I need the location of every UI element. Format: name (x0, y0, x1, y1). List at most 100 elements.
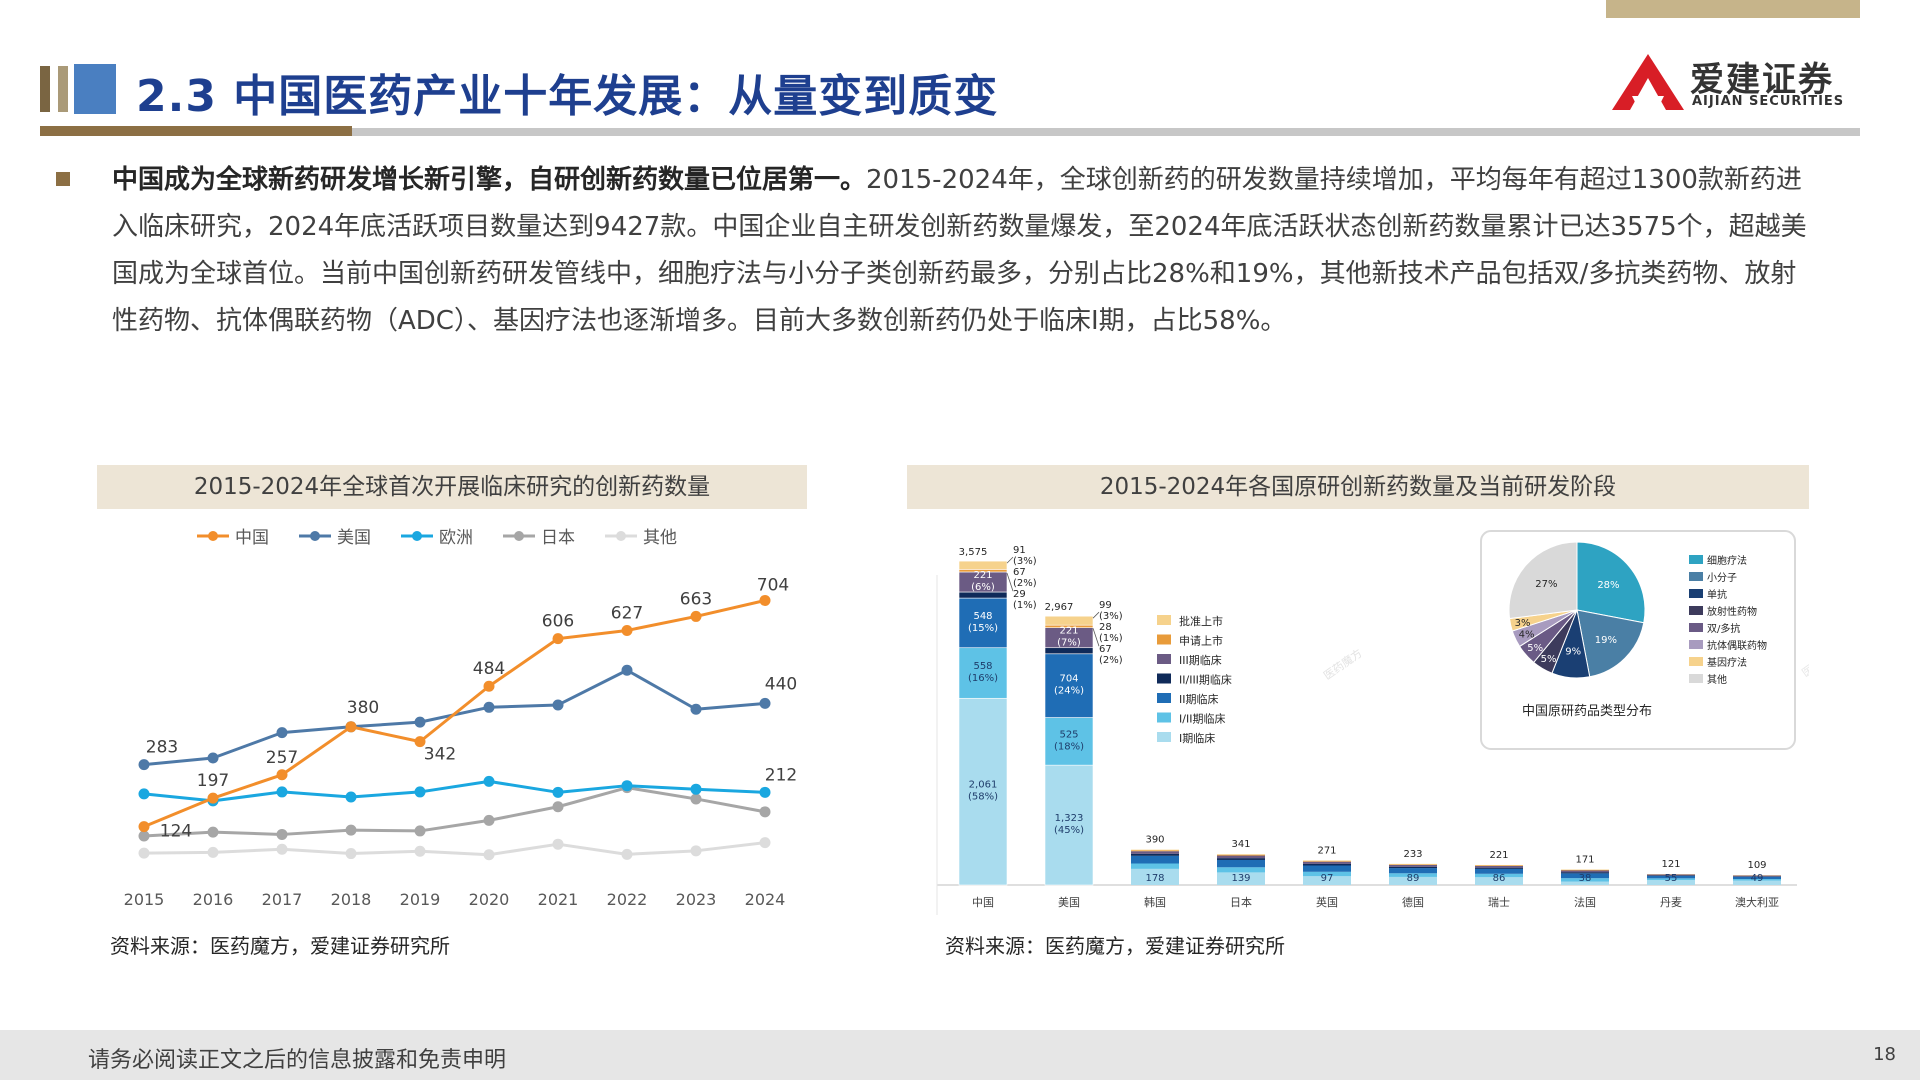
pie-label: 27% (1535, 579, 1557, 590)
bar-segment (1217, 867, 1265, 873)
data-point (759, 806, 771, 818)
legend-label: I期临床 (1179, 731, 1215, 745)
segment-label: (45%) (1054, 825, 1084, 836)
bar-segment (1561, 873, 1609, 879)
data-point (621, 848, 633, 860)
bar-segment (1131, 849, 1179, 851)
segment-label: 221 (973, 570, 992, 581)
data-label: 484 (473, 659, 505, 679)
summary-lead: 中国成为全球新药研发增长新引擎，自研创新药数量已位居第一。 (112, 165, 867, 195)
series-line (143, 598, 766, 829)
bar-segment (1733, 876, 1781, 880)
legend-label: I/II期临床 (1179, 712, 1225, 726)
data-point (138, 788, 150, 800)
callout-line (1006, 556, 1014, 564)
data-point (552, 786, 564, 798)
data-point (345, 791, 357, 803)
legend-swatch (1689, 674, 1703, 683)
callout-line (1092, 628, 1100, 647)
bar-segment (1131, 855, 1179, 864)
bar-segment (1044, 653, 1094, 718)
watermark: 医药魔方 (1799, 643, 1809, 680)
pie-label: 28% (1597, 580, 1619, 591)
legend-swatch (1157, 712, 1171, 723)
total-label: 221 (1489, 850, 1508, 861)
x-tick-label: 2016 (193, 890, 234, 909)
x-tick-label: 瑞士 (1488, 895, 1510, 909)
total-label: 390 (1145, 835, 1164, 846)
legend-label: 小分子 (1707, 572, 1737, 584)
bar-segment (1217, 859, 1265, 868)
pie-label: 9% (1565, 647, 1581, 658)
legend-swatch (1157, 673, 1171, 684)
legend-label: 基因疗法 (1707, 656, 1747, 669)
legend-label: 欧洲 (439, 528, 473, 548)
data-point (552, 699, 564, 711)
bar-segment (1733, 879, 1781, 881)
total-label: 109 (1747, 860, 1766, 871)
data-point (276, 843, 288, 855)
logo-icon (1612, 54, 1684, 110)
segment-label: (7%) (1057, 638, 1081, 649)
data-point (621, 624, 633, 636)
data-point (621, 780, 633, 792)
pie-label: 5% (1527, 643, 1543, 654)
bar-segment (1217, 855, 1265, 859)
x-tick-label: 德国 (1402, 895, 1424, 909)
summary-paragraph: 中国成为全球新药研发增长新引擎，自研创新药数量已位居第一。2015-2024年，… (112, 157, 1812, 345)
data-label: 440 (765, 674, 797, 694)
data-label: 212 (765, 765, 797, 785)
bar-segment (1647, 878, 1695, 881)
line-chart: 中国 美国 欧洲 日本 其他 2015 2016 2017 2018 2019 2020 2021 20… (124, 528, 798, 909)
segment-label: 86 (1493, 873, 1506, 884)
x-tick-label: 英国 (1316, 895, 1338, 909)
legend-swatch (1689, 640, 1703, 649)
series-line (143, 786, 766, 838)
pie-title: 中国原研药品类型分布 (1522, 704, 1652, 719)
data-label: 197 (197, 771, 229, 791)
source-note: 资料来源：医药魔方，爱建证券研究所 (110, 934, 450, 958)
pie-slice (1576, 609, 1645, 678)
total-label: 3,575 (959, 547, 988, 558)
bar-segment (1733, 876, 1781, 877)
legend-marker (412, 531, 422, 541)
bar-segment (1389, 864, 1437, 865)
segment-label: 55 (1665, 873, 1678, 884)
data-point (276, 828, 288, 840)
pie-label: 5% (1541, 654, 1557, 665)
total-label: 2,967 (1045, 602, 1074, 613)
legend-swatch (1157, 654, 1171, 664)
data-point (414, 825, 426, 837)
callout-label: (1%) (1013, 600, 1037, 611)
segment-label: (24%) (1054, 686, 1084, 697)
data-point (138, 759, 150, 771)
bar-segment (1217, 854, 1265, 855)
legend-label: II/III期临床 (1179, 673, 1232, 687)
data-label: 342 (424, 745, 456, 765)
header-rule (40, 126, 352, 136)
header-rule (352, 128, 1860, 136)
top-gold-bar (1606, 0, 1860, 18)
data-point (759, 837, 771, 849)
legend-marker (208, 531, 218, 541)
bar-segment (1303, 863, 1351, 866)
total-label: 233 (1403, 849, 1422, 860)
data-point (690, 783, 702, 795)
legend-label: II期临床 (1179, 692, 1219, 706)
bar-segment (1475, 877, 1523, 885)
callout-label: 99 (1099, 600, 1112, 611)
legend-label: 批准上市 (1179, 614, 1223, 628)
segment-label: 558 (973, 661, 992, 672)
segment-label: (16%) (968, 673, 998, 684)
bar-segment (1131, 853, 1179, 856)
data-label: 627 (611, 603, 643, 623)
pie-slice (1508, 541, 1578, 620)
disclaimer-text: 请务必阅读正文之后的信息披露和免责申明 (88, 1048, 507, 1073)
legend-label: 双/多抗 (1707, 622, 1740, 635)
data-point (483, 814, 495, 826)
x-tick-label: 2017 (262, 890, 303, 909)
legend-swatch (1157, 732, 1171, 742)
legend-swatch (1157, 615, 1171, 625)
legend-marker (616, 531, 626, 541)
bar-segment (958, 647, 1008, 699)
